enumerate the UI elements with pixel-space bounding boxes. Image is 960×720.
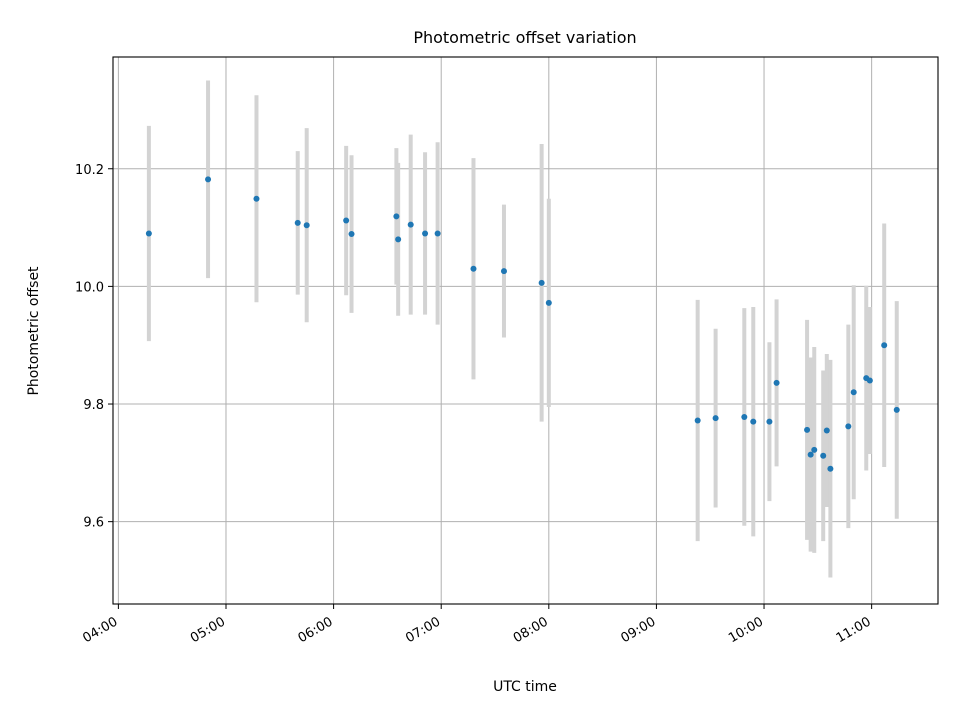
y-tick-label: 9.8 [83,398,104,413]
data-point [866,377,873,384]
data-point [422,230,429,237]
y-axis-label: Photometric offset [26,266,42,396]
data-point [712,415,719,422]
data-point [741,413,748,420]
x-tick-label: 05:00 [188,614,228,646]
data-point [845,423,852,430]
x-tick-label: 07:00 [403,614,443,646]
data-point [545,299,552,306]
data-point [750,418,757,425]
data-point [348,231,355,238]
data-point [253,195,260,202]
chart-title: Photometric offset variation [413,28,636,47]
data-point [823,427,830,434]
data-point [470,265,477,272]
x-tick-label: 04:00 [80,614,120,646]
data-point [811,446,818,453]
data-point [804,426,811,433]
data-point [881,342,888,349]
data-point [807,451,814,458]
x-tick-label: 08:00 [511,614,551,646]
x-tick-label: 09:00 [618,614,658,646]
plot-frame [112,56,939,605]
data-point [393,213,400,220]
data-point [694,417,701,424]
data-point [205,176,212,183]
data-point [500,268,507,275]
data-point [343,217,350,224]
y-axis-ticks: 9.6 9.8 10.0 10.2 [75,163,113,531]
y-tick-label: 9.6 [83,516,104,531]
data-point [395,236,402,243]
y-tick-label: 10.0 [75,280,104,295]
x-tick-label: 11:00 [834,614,874,646]
data-point [303,222,310,229]
data-point [820,452,827,459]
data-point [434,230,441,237]
data-point [850,389,857,396]
data-point [766,418,773,425]
x-axis-ticks: 04:00 05:00 06:00 07:00 08:00 09:00 10:00 11:00 [80,604,874,646]
data-point [827,465,834,472]
data-point [773,379,780,386]
x-tick-label: 10:00 [726,614,766,646]
data-points [145,176,900,472]
data-point [294,219,301,226]
x-tick-label: 06:00 [296,614,336,646]
data-point [407,221,414,228]
error-bars [146,80,899,578]
x-axis-label: UTC time [493,679,557,695]
data-point [145,230,152,237]
y-tick-label: 10.2 [75,163,104,178]
data-point [893,406,900,413]
data-point [538,279,545,286]
